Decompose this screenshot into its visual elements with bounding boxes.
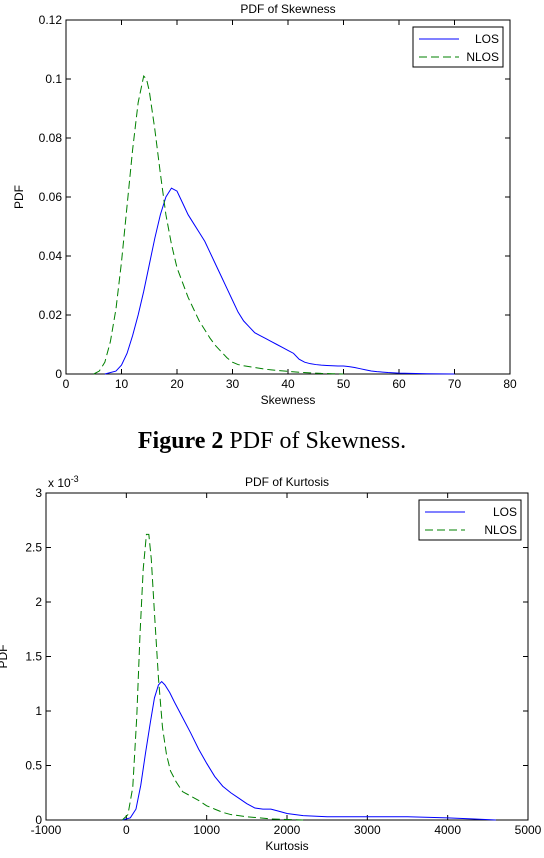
y-tick-label: 0.5	[25, 759, 42, 773]
x-tick-label: 10	[115, 377, 129, 391]
x-tick-label: 40	[281, 377, 295, 391]
chart-title: PDF of Skewness	[240, 2, 335, 16]
series-line-los	[104, 187, 455, 375]
plot-area-frame	[65, 19, 511, 375]
y-tick-label: 1	[35, 704, 42, 718]
chart-title: PDF of Kurtosis	[245, 475, 329, 489]
x-tick-label: 70	[448, 377, 462, 391]
x-axis-label: Kurtosis	[265, 839, 308, 853]
y-tick-label: 0.04	[39, 249, 63, 263]
x-tick-label: 5000	[515, 823, 542, 837]
caption-text: PDF of Skewness.	[223, 428, 407, 454]
legend-label-los: LOS	[493, 505, 517, 519]
x-tick-label: -1000	[31, 823, 62, 837]
y-tick-label: 0.1	[45, 72, 62, 86]
x-tick-label: 3000	[354, 823, 381, 837]
x-tick-label: 20	[170, 377, 184, 391]
y-tick-label: 0	[35, 813, 42, 827]
series-line-nlos	[121, 533, 304, 821]
x-tick-label: 60	[392, 377, 406, 391]
figure-caption: Figure 2 PDF of Skewness.	[0, 428, 544, 455]
series-line-nlos	[93, 75, 344, 375]
plot-area-frame	[45, 492, 529, 821]
y-tick-label: 1.5	[25, 650, 42, 664]
y-axis-exponent-power: -3	[71, 474, 79, 484]
chart-kurtosis: PDF of Kurtosis-1000 0 1000 2000 3000 4000 500…	[0, 474, 542, 853]
chart-skewness: PDF of Skewness 0 10 20 30 40 50 60 70 80 0 0.02 0.0…	[12, 2, 517, 407]
legend-box	[418, 499, 522, 541]
y-axis-exponent: x 10-3	[48, 474, 79, 490]
y-tick-label: 0.06	[39, 190, 63, 204]
y-tick-label: 0.08	[39, 131, 63, 145]
x-tick-label: 0	[63, 377, 70, 391]
y-tick-label: 3	[35, 486, 42, 500]
y-tick-label: 0.02	[39, 308, 63, 322]
y-axis-label: PDF	[0, 645, 10, 669]
x-tick-label: 1000	[193, 823, 220, 837]
x-tick-label: 4000	[434, 823, 461, 837]
x-tick-label: 2000	[274, 823, 301, 837]
series-line-los	[122, 680, 496, 821]
legend-label-nlos: NLOS	[466, 50, 499, 64]
legend-label-los: LOS	[475, 32, 499, 46]
x-tick-label: 50	[337, 377, 351, 391]
y-tick-label: 0.12	[39, 13, 63, 27]
caption-label: Figure 2	[137, 428, 224, 454]
y-tick-label: 2.5	[25, 541, 42, 555]
x-tick-label: 30	[226, 377, 240, 391]
y-tick-label: 2	[35, 595, 42, 609]
x-tick-label: 80	[503, 377, 517, 391]
y-tick-label: 0	[55, 367, 62, 381]
legend-box	[412, 26, 504, 68]
x-tick-label: 0	[123, 823, 130, 837]
x-axis-label: Skewness	[261, 393, 316, 407]
legend-label-nlos: NLOS	[484, 523, 517, 537]
y-axis-label: PDF	[12, 185, 26, 209]
